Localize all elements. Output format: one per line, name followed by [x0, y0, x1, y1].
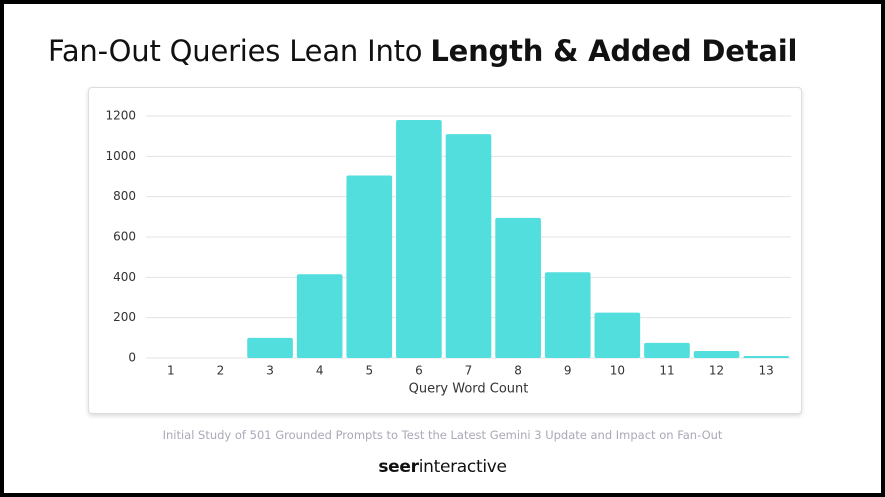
y-tick-label: 1200 — [105, 109, 136, 123]
x-tick-label: 1 — [167, 364, 175, 378]
y-tick-label: 0 — [128, 351, 136, 365]
x-tick-label: 8 — [514, 364, 522, 378]
brand-regular: interactive — [418, 457, 507, 477]
bar — [445, 134, 492, 358]
x-tick-label: 6 — [415, 364, 423, 378]
y-tick-label: 1000 — [105, 149, 136, 163]
bar — [396, 120, 442, 359]
brand: seerinteractive — [4, 457, 881, 477]
chart-card: 0 200 400 600 800 1000 1200 1 2 3 4 5 6 7 8 9 10 11 12 13 Qu… — [88, 87, 802, 414]
x-tick-label: 5 — [365, 364, 373, 378]
bar — [346, 175, 393, 358]
x-tick-label: 2 — [217, 364, 225, 378]
x-tick-label: 7 — [465, 364, 473, 378]
bar — [247, 337, 293, 358]
bar — [296, 274, 343, 358]
y-tick-label: 600 — [113, 230, 136, 244]
y-tick-label: 200 — [113, 310, 136, 324]
bar — [693, 350, 740, 358]
x-tick-label: 13 — [759, 364, 774, 378]
y-tick-label: 800 — [113, 189, 136, 203]
title-plain: Fan-Out Queries Lean Into — [48, 34, 423, 68]
title: Fan-Out Queries Lean Into Length & Added … — [48, 34, 797, 68]
bar — [495, 217, 541, 358]
x-tick-label: 9 — [564, 364, 572, 378]
x-tick-label: 12 — [709, 364, 724, 378]
x-tick-label: 10 — [610, 364, 625, 378]
title-bold: Length & Added Detail — [430, 34, 798, 68]
caption: Initial Study of 501 Grounded Prompts to… — [162, 428, 723, 442]
bar — [644, 342, 690, 358]
x-tick-label: 11 — [659, 364, 674, 378]
x-tick-label: 4 — [316, 364, 324, 378]
bar — [743, 355, 790, 358]
bar — [544, 272, 591, 358]
bar — [594, 312, 641, 358]
brand-bold: seer — [378, 457, 419, 477]
y-tick-label: 400 — [113, 270, 136, 284]
x-tick-label: 3 — [266, 364, 274, 378]
x-axis-label: Query Word Count — [409, 382, 529, 397]
